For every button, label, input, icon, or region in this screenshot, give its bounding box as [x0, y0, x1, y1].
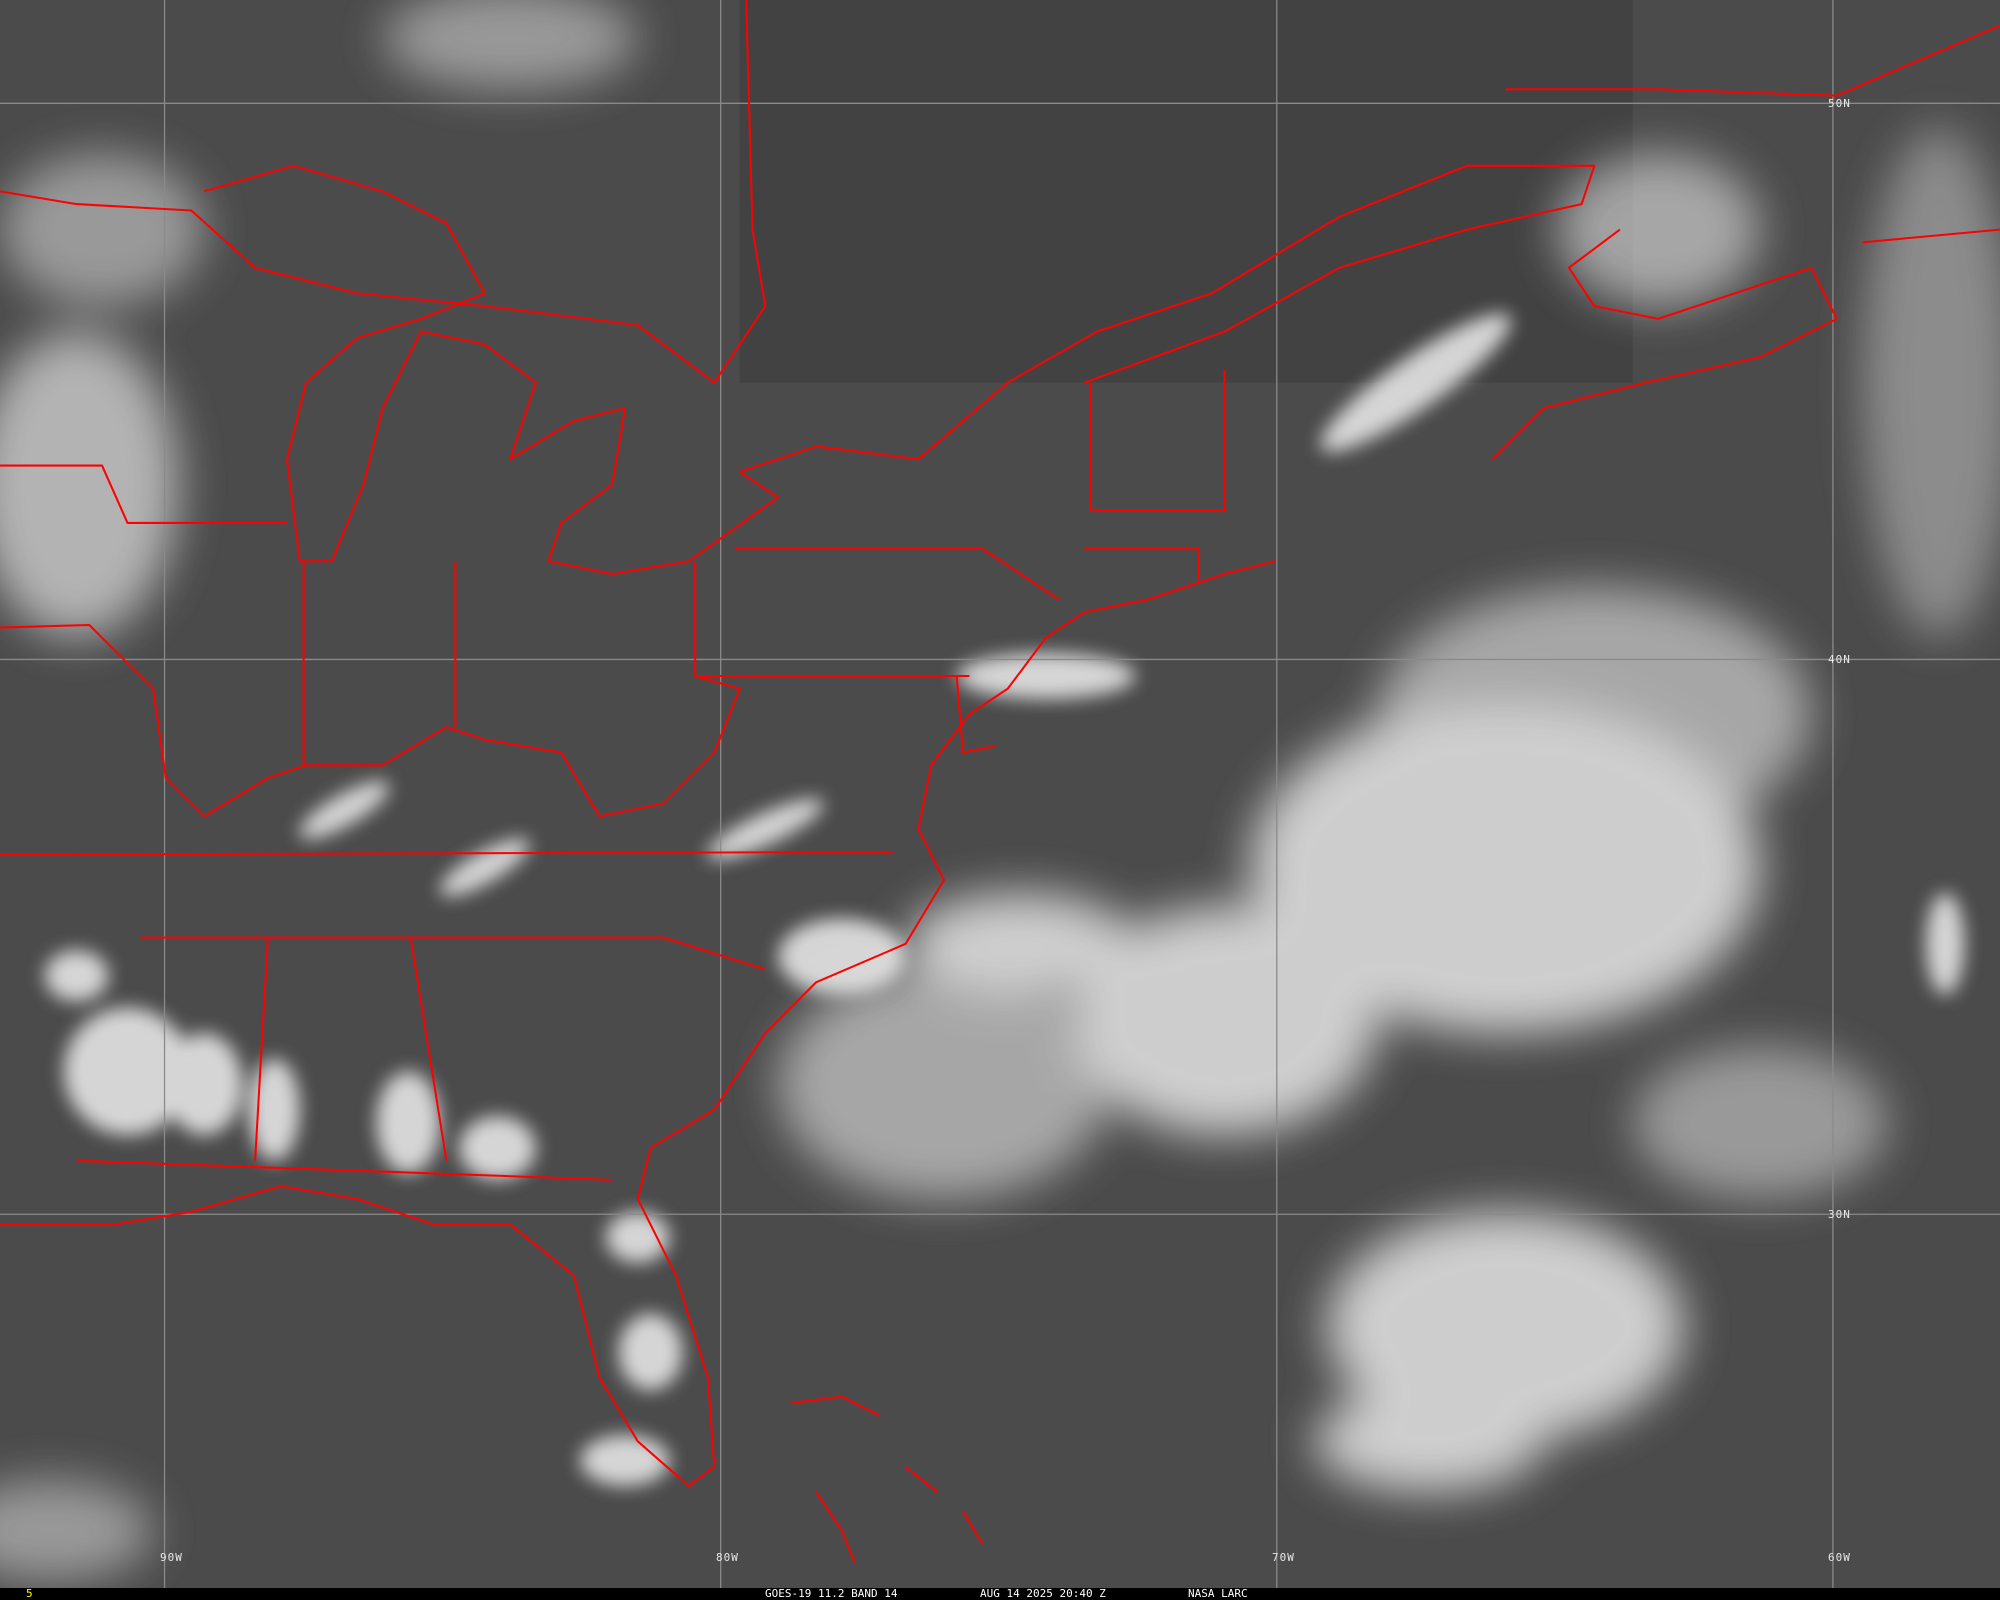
frame-number: 5	[26, 1587, 33, 1600]
longitude-label-70w: 70W	[1272, 1551, 1295, 1564]
east-coast-outline	[0, 560, 1276, 1487]
political-borders	[0, 0, 2000, 1563]
latitude-label-40n: 40N	[1828, 653, 1851, 666]
latitude-label-30n: 30N	[1828, 1208, 1851, 1221]
footer-bar: 5 GOES-19 11.2 BAND 14 AUG 14 2025 20:40…	[0, 1588, 2000, 1600]
longitude-label-80w: 80W	[716, 1551, 739, 1564]
credit-label: NASA LARC	[1188, 1587, 1248, 1600]
caribbean-islands	[790, 1395, 984, 1563]
satellite-band-label: GOES-19 11.2 BAND 14	[765, 1587, 898, 1600]
state-borders	[0, 369, 1226, 1181]
datetime-label: AUG 14 2025 20:40 Z	[980, 1587, 1106, 1600]
longitude-label-90w: 90W	[160, 1551, 183, 1564]
longitude-label-60w: 60W	[1828, 1551, 1851, 1564]
canada-border	[0, 0, 2000, 460]
latitude-label-50n: 50N	[1828, 97, 1851, 110]
great-lakes-outline	[203, 164, 1596, 575]
